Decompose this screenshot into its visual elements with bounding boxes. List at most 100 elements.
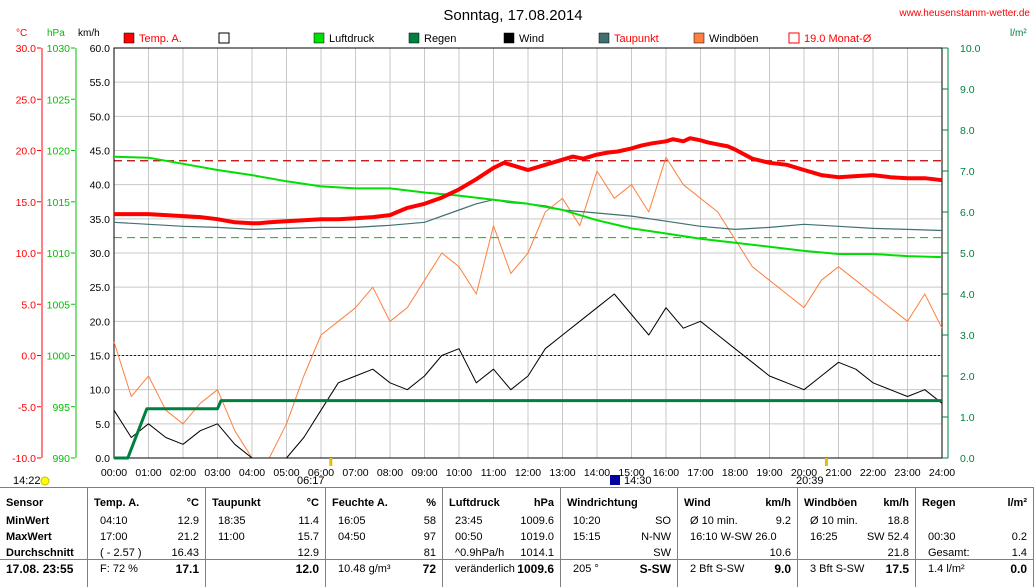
website-link[interactable]: www.heusenstamm-wetter.de (898, 8, 1030, 19)
cell-value: 1.4 (1011, 547, 1027, 559)
pressure-tick-label: 1015 (47, 197, 71, 209)
cell-value: 12.9 (177, 515, 199, 527)
series-layer (113, 136, 943, 460)
column-unit: °C (186, 497, 199, 509)
cell-value: 1009.6 (520, 515, 554, 527)
legend-label: Regen (424, 33, 456, 45)
table-header-row: Regen l/m² (916, 495, 1033, 511)
temp-tick-label: 30.0 (16, 43, 37, 55)
wind-tick-label: 35.0 (90, 214, 111, 226)
cell-label: F: 72 % (100, 563, 138, 575)
legend-label: Windböen (709, 33, 759, 45)
cell-label: MinWert (6, 515, 50, 527)
cell-label: 16:25 (810, 531, 838, 543)
table-row: 17:00 21.2 (88, 529, 205, 545)
column-unit: km/h (883, 497, 909, 509)
rain-tick-label: 9.0 (960, 84, 975, 96)
cell-value: 17.5 (885, 562, 909, 576)
table-row: 2 Bft S-SW 9.0 (678, 561, 797, 577)
now-left-label: 14:22 (13, 475, 41, 487)
table-row: 10:20 SO (561, 513, 677, 529)
table-row: 15:15 N-NW (561, 529, 677, 545)
wind-tick-label: 60.0 (90, 43, 111, 55)
cell-value: 17.1 (175, 562, 199, 576)
wind-tick-label: 30.0 (90, 248, 111, 260)
table-column: Feuchte A.% 16:05 58 04:50 97 81 10.48 g/m³ 72 (326, 487, 443, 587)
legend-swatch (503, 32, 515, 44)
pressure-tick-label: 1030 (47, 43, 71, 55)
temp-tick-label: 5.0 (21, 299, 36, 311)
sunset-label: 20:39 (796, 475, 824, 487)
table-row: MaxWert (0, 529, 87, 545)
rain-tick-label: 0.0 (960, 453, 975, 465)
column-unit: °C (306, 497, 319, 509)
table-row: 10.48 g/m³ 72 (326, 561, 442, 577)
wind-tick-label: 5.0 (95, 419, 110, 431)
column-header: Temp. A. (94, 497, 140, 509)
table-header-row: Taupunkt °C (206, 495, 325, 511)
table-row: ( - 2.57 ) 16.43 (88, 545, 205, 561)
table-header-row: Feuchte A.% (326, 495, 442, 511)
x-tick-label: 00:00 (101, 467, 127, 479)
x-tick-label: 10:00 (446, 467, 472, 479)
table-row: 00:50 1019.0 (443, 529, 560, 545)
wind-tick-label: 50.0 (90, 111, 111, 123)
legend-swatch (598, 32, 610, 44)
cell-value: 0.2 (1011, 531, 1027, 543)
wind-tick-label: 55.0 (90, 77, 111, 89)
x-tick-label: 08:00 (377, 467, 403, 479)
wind-unit-label: km/h (78, 28, 100, 39)
cell-label: 16:05 (338, 515, 366, 527)
pressure-unit-label: hPa (47, 28, 65, 39)
cell-value: SW (653, 547, 671, 559)
temp-tick-label: 10.0 (16, 248, 37, 260)
table-row: 11:00 15.7 (206, 529, 325, 545)
table-header-row: Windrichtung (561, 495, 677, 511)
pressure-tick-label: 1010 (47, 248, 71, 260)
column-unit: hPa (533, 497, 554, 509)
rain-tick-label: 3.0 (960, 330, 975, 342)
x-tick-label: 22:00 (860, 467, 886, 479)
weather-chart: Sonntag, 17.08.2014 www.heusenstamm-wett… (12, 7, 1030, 487)
cell-label: ^0.9hPa/h (455, 547, 505, 559)
legend-swatch (218, 32, 230, 44)
legend: Temp. A. Luftdruck Regen Wind Taupunkt Windbö… (123, 32, 872, 45)
wind-tick-label: 0.0 (95, 453, 110, 465)
table-column: Wind km/h Ø 10 min. 9.2 16:10 W-SW 26.0 10.6 2… (678, 487, 798, 587)
x-tick-label: 13:00 (549, 467, 575, 479)
rain-tick-label: 2.0 (960, 371, 975, 383)
table-column: Luftdruck hPa 23:45 1009.6 00:50 1019.0 ^0.9hP… (443, 487, 561, 587)
legend-label: Wind (519, 33, 544, 45)
legend-label: Luftdruck (329, 33, 375, 45)
table-row: 3 Bft S-SW 17.5 (798, 561, 915, 577)
table-header-row: Wind km/h (678, 495, 797, 511)
x-tick-label: 04:00 (239, 467, 265, 479)
table-row: 04:10 12.9 (88, 513, 205, 529)
table-header-row: Windböen km/h (798, 495, 915, 511)
x-tick-label: 20:00 (791, 467, 817, 479)
cell-label: Ø 10 min. (810, 515, 858, 527)
cell-label: 23:45 (455, 515, 483, 527)
x-tick-label: 06:00 (308, 467, 334, 479)
cell-label: Gesamt: (928, 547, 970, 559)
series-regen (114, 399, 942, 460)
table-footer-border (0, 559, 1034, 560)
column-header: Sensor (6, 497, 44, 509)
table-row: MinWert (0, 513, 87, 529)
cell-value: 21.2 (177, 531, 199, 543)
table-header-row: Luftdruck hPa (443, 495, 560, 511)
stats-table: Sensor MinWert MaxWert Durchschnitt 17.08. 2… (0, 487, 1034, 587)
temp-tick-label: 25.0 (16, 94, 37, 106)
x-tick-label: 12:00 (515, 467, 541, 479)
table-column: Windböen km/h Ø 10 min. 18.8 16:25 SW 52.4 21.… (798, 487, 916, 587)
cell-value: SW 52.4 (866, 531, 909, 543)
cell-label: 2 Bft S-SW (690, 563, 745, 575)
wind-tick-label: 25.0 (90, 282, 111, 294)
cell-value: 10.6 (769, 547, 791, 559)
pressure-tick-label: 1000 (47, 351, 71, 363)
wind-tick-label: 10.0 (90, 385, 111, 397)
legend-label: Taupunkt (614, 33, 659, 45)
column-unit: km/h (765, 497, 791, 509)
x-tick-label: 03:00 (204, 467, 230, 479)
legend-label: Temp. A. (139, 33, 182, 45)
